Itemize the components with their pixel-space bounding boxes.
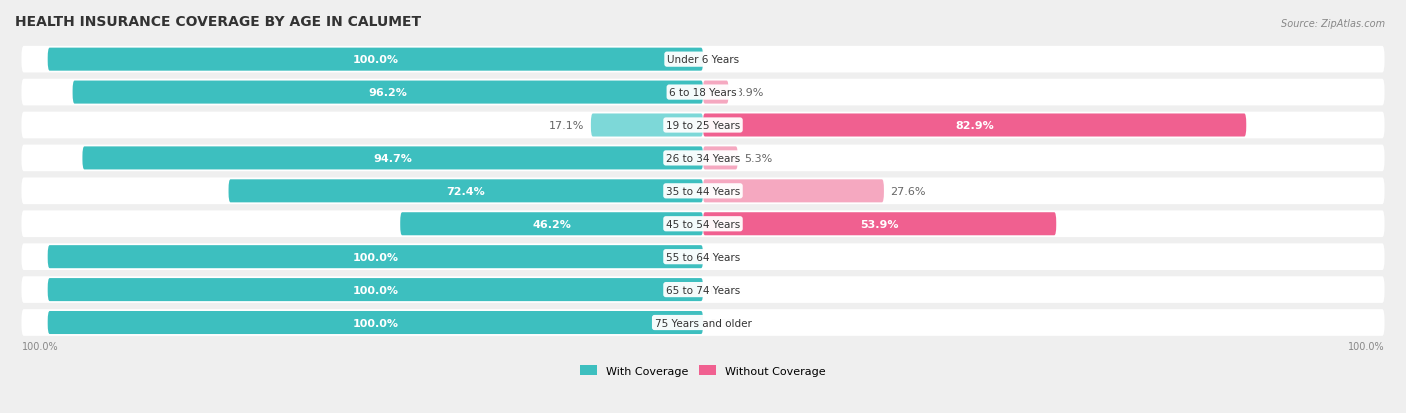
Text: 35 to 44 Years: 35 to 44 Years: [666, 186, 740, 196]
Text: 0.0%: 0.0%: [710, 285, 738, 295]
Text: 17.1%: 17.1%: [548, 121, 585, 131]
Text: 0.0%: 0.0%: [710, 252, 738, 262]
Text: 55 to 64 Years: 55 to 64 Years: [666, 252, 740, 262]
FancyBboxPatch shape: [703, 213, 1056, 236]
FancyBboxPatch shape: [21, 80, 1385, 106]
FancyBboxPatch shape: [48, 311, 703, 334]
FancyBboxPatch shape: [21, 211, 1385, 237]
Text: 19 to 25 Years: 19 to 25 Years: [666, 121, 740, 131]
FancyBboxPatch shape: [21, 47, 1385, 74]
FancyBboxPatch shape: [73, 81, 703, 104]
Text: 26 to 34 Years: 26 to 34 Years: [666, 154, 740, 164]
FancyBboxPatch shape: [401, 213, 703, 236]
Legend: With Coverage, Without Coverage: With Coverage, Without Coverage: [576, 361, 830, 380]
Text: 100.0%: 100.0%: [353, 285, 398, 295]
FancyBboxPatch shape: [229, 180, 703, 203]
Text: 100.0%: 100.0%: [353, 55, 398, 65]
Text: 82.9%: 82.9%: [955, 121, 994, 131]
FancyBboxPatch shape: [48, 246, 703, 268]
Text: HEALTH INSURANCE COVERAGE BY AGE IN CALUMET: HEALTH INSURANCE COVERAGE BY AGE IN CALU…: [15, 15, 422, 29]
Text: 75 Years and older: 75 Years and older: [655, 318, 751, 328]
FancyBboxPatch shape: [21, 309, 1385, 336]
Text: 0.0%: 0.0%: [710, 318, 738, 328]
Text: 100.0%: 100.0%: [353, 318, 398, 328]
FancyBboxPatch shape: [591, 114, 703, 137]
Text: 46.2%: 46.2%: [533, 219, 571, 229]
FancyBboxPatch shape: [21, 277, 1385, 303]
FancyBboxPatch shape: [21, 178, 1385, 205]
Text: 100.0%: 100.0%: [21, 342, 58, 351]
FancyBboxPatch shape: [83, 147, 703, 170]
Text: 72.4%: 72.4%: [447, 186, 485, 196]
Text: 5.3%: 5.3%: [744, 154, 772, 164]
FancyBboxPatch shape: [703, 147, 738, 170]
FancyBboxPatch shape: [703, 81, 728, 104]
Text: 45 to 54 Years: 45 to 54 Years: [666, 219, 740, 229]
FancyBboxPatch shape: [21, 244, 1385, 271]
Text: 3.9%: 3.9%: [735, 88, 763, 98]
FancyBboxPatch shape: [703, 114, 1246, 137]
FancyBboxPatch shape: [21, 112, 1385, 139]
FancyBboxPatch shape: [21, 145, 1385, 172]
Text: 6 to 18 Years: 6 to 18 Years: [669, 88, 737, 98]
Text: 100.0%: 100.0%: [1348, 342, 1385, 351]
Text: 65 to 74 Years: 65 to 74 Years: [666, 285, 740, 295]
Text: 27.6%: 27.6%: [890, 186, 927, 196]
Text: 100.0%: 100.0%: [353, 252, 398, 262]
Text: 96.2%: 96.2%: [368, 88, 408, 98]
Text: Under 6 Years: Under 6 Years: [666, 55, 740, 65]
FancyBboxPatch shape: [48, 48, 703, 71]
Text: 53.9%: 53.9%: [860, 219, 898, 229]
Text: Source: ZipAtlas.com: Source: ZipAtlas.com: [1281, 19, 1385, 28]
Text: 94.7%: 94.7%: [374, 154, 412, 164]
FancyBboxPatch shape: [48, 278, 703, 301]
Text: 0.0%: 0.0%: [710, 55, 738, 65]
FancyBboxPatch shape: [703, 180, 884, 203]
